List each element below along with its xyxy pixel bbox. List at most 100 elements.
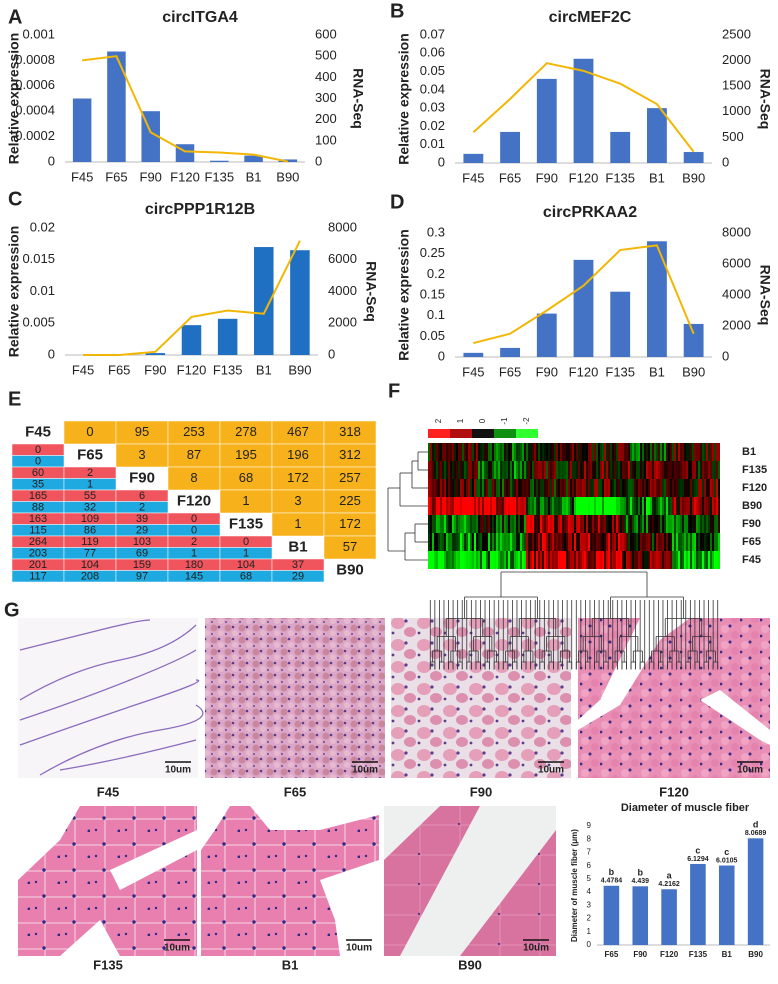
- heatmap-row-label: F120: [742, 482, 767, 494]
- heatmap-cell: [714, 515, 716, 533]
- heatmap-cell: [476, 533, 478, 551]
- panel-letter: E: [8, 388, 21, 410]
- heatmap-cell: [536, 533, 538, 551]
- heatmap-cell: [452, 533, 454, 551]
- heatmap-cell: [624, 551, 626, 569]
- heatmap-cell: [526, 479, 528, 497]
- bar: [603, 885, 620, 945]
- heatmap-cell: [462, 443, 464, 461]
- heatmap-cell: [696, 515, 698, 533]
- heatmap-cell: [536, 551, 538, 569]
- heatmap-cell: [532, 533, 534, 551]
- heatmap-cell: [588, 461, 590, 479]
- heatmap-cell: [688, 461, 690, 479]
- heatmap-cell: [618, 551, 620, 569]
- scale-bar-label: 10um: [523, 943, 549, 954]
- heatmap-cell: [450, 479, 452, 497]
- heatmap-cell: [550, 533, 552, 551]
- heatmap-cell: [554, 515, 556, 533]
- heatmap-cell: [550, 479, 552, 497]
- heatmap-cell: [662, 515, 664, 533]
- heatmap-cell: [494, 479, 496, 497]
- heatmap-cell: [562, 479, 564, 497]
- matrix-value: 115: [29, 525, 47, 537]
- y2-tick-label: 600: [315, 26, 337, 41]
- heatmap-cell: [658, 497, 660, 515]
- heatmap-row-label: B90: [742, 500, 762, 512]
- heatmap-cell: [586, 461, 588, 479]
- heatmap-cell: [530, 551, 532, 569]
- heatmap-cell: [518, 551, 520, 569]
- heatmap-cell: [556, 497, 558, 515]
- heatmap-cell: [530, 533, 532, 551]
- heatmap-cell: [518, 443, 520, 461]
- heatmap-cell: [484, 551, 486, 569]
- heatmap-cell: [566, 497, 568, 515]
- x-tick-label: F90: [140, 169, 162, 184]
- heatmap-cell: [690, 443, 692, 461]
- heatmap-cell: [624, 497, 626, 515]
- heatmap-cell: [632, 461, 634, 479]
- heatmap-cell: [714, 443, 716, 461]
- heatmap-cell: [558, 461, 560, 479]
- heatmap-cell: [660, 515, 662, 533]
- heatmap-cell: [682, 497, 684, 515]
- image-label: F135: [93, 957, 123, 972]
- bar: [463, 352, 484, 357]
- heatmap-cell: [562, 497, 564, 515]
- heatmap-cell: [524, 461, 526, 479]
- bar: [683, 152, 704, 163]
- heatmap-cell: [604, 443, 606, 461]
- heatmap-cell: [490, 551, 492, 569]
- heatmap-cell: [508, 533, 510, 551]
- heatmap-cell: [694, 479, 696, 497]
- heatmap-cell: [548, 461, 550, 479]
- heatmap-cell: [622, 551, 624, 569]
- heatmap-cell: [464, 461, 466, 479]
- heatmap-cell: [572, 497, 574, 515]
- heatmap-cell: [692, 443, 694, 461]
- matrix-value: 3: [294, 493, 301, 508]
- heatmap-cell: [688, 533, 690, 551]
- heatmap-cell: [672, 443, 674, 461]
- histology-image: [391, 618, 571, 778]
- heatmap-cell: [464, 551, 466, 569]
- matrix-value: 2: [191, 536, 197, 548]
- image-label: F65: [284, 784, 306, 799]
- heatmap-cell: [476, 551, 478, 569]
- heatmap-cell: [564, 461, 566, 479]
- heatmap-cell: [432, 443, 434, 461]
- heatmap-cell: [576, 533, 578, 551]
- y2-axis-label: RNA-Seq: [363, 261, 379, 322]
- x-tick-label: F90: [144, 362, 166, 377]
- heatmap-cell: [466, 551, 468, 569]
- x-tick-label: F90: [536, 170, 558, 185]
- heatmap-cell: [684, 551, 686, 569]
- heatmap-cell: [490, 443, 492, 461]
- heatmap-cell: [680, 479, 682, 497]
- heatmap-cell: [526, 533, 528, 551]
- chart-title: circITGA4: [162, 9, 238, 26]
- heatmap-cell: [702, 443, 704, 461]
- heatmap-cell: [470, 551, 472, 569]
- heatmap-cell: [638, 515, 640, 533]
- heatmap-cell: [676, 551, 678, 569]
- heatmap-cell: [468, 515, 470, 533]
- heatmap-cell: [450, 551, 452, 569]
- heatmap-cell: [678, 551, 680, 569]
- heatmap-cell: [642, 479, 644, 497]
- heatmap-cell: [574, 551, 576, 569]
- heatmap-cell: [642, 533, 644, 551]
- heatmap-cell: [528, 497, 530, 515]
- heatmap-cell: [562, 443, 564, 461]
- x-tick-label: F135: [689, 950, 708, 959]
- matrix-value: 208: [81, 571, 99, 583]
- heatmap-cell: [688, 497, 690, 515]
- heatmap-cell: [460, 515, 462, 533]
- heatmap-cell: [634, 497, 636, 515]
- matrix-label: F135: [229, 515, 263, 532]
- heatmap-cell: [466, 461, 468, 479]
- heatmap-cell: [510, 497, 512, 515]
- image-label: B1: [282, 957, 299, 972]
